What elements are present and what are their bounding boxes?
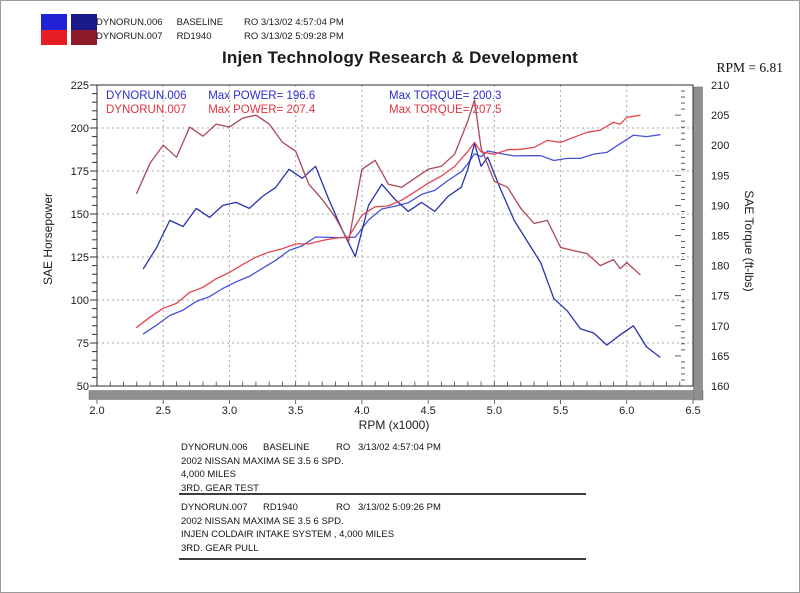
legend-run-2-timestamp: RO 3/13/02 5:09:28 PM [244, 31, 344, 42]
y-left-tick-label: 200 [71, 123, 89, 135]
y-left-tick-label: 125 [71, 252, 89, 264]
run1-info-name: DYNORUN.006 [181, 442, 248, 453]
run2-info-timestamp: 3/13/02 5:09:26 PM [358, 502, 441, 513]
page-title: Injen Technology Research & Development [221, 48, 579, 67]
y-axis-right-title: SAE Torque (ft-lbs) [742, 190, 756, 292]
legend-run-1-label: BASELINE [176, 17, 224, 28]
y-left-tick-label: 100 [71, 295, 89, 307]
run1-info-label: BASELINE [263, 442, 310, 453]
horizontal-scrollbar[interactable] [88, 390, 704, 400]
run1-color-swatch [41, 14, 67, 45]
y-right-tick-label: 185 [711, 231, 729, 243]
run2-max-annotation: DYNORUN.007 Max POWER= 207.4 Max TORQUE=… [106, 104, 501, 116]
run1-info-operator: RO [336, 442, 351, 453]
y-right-tick-label: 190 [711, 200, 729, 212]
y-left-tick-label: 225 [71, 80, 89, 92]
y-left-tick-label: 50 [77, 381, 89, 393]
y-right-tick-label: 175 [711, 291, 729, 303]
rpm-cursor-readout: RPM = 6.81 [716, 60, 783, 75]
run2-info-name: DYNORUN.007 [181, 502, 248, 513]
x-tick-label: 4.5 [420, 405, 435, 417]
run1-info-vehicle: 2002 NISSAN MAXIMA SE 3.5 6 SPD. [181, 455, 344, 467]
run2-torque-color [71, 29, 97, 45]
legend-run-2: DYNORUN.007 RD1940 [96, 30, 223, 44]
run1-info-miles: 4,000 MILES [181, 469, 236, 480]
run2-info-label: RD1940 [263, 502, 298, 513]
run2-color-swatch [71, 14, 97, 45]
x-tick-label: 2.0 [89, 405, 104, 417]
x-tick-label: 4.0 [354, 405, 369, 417]
vertical-scrollbar[interactable] [693, 86, 703, 401]
legend-run-1: DYNORUN.006 BASELINE [96, 16, 223, 30]
y-right-tick-label: 210 [711, 80, 729, 92]
legend-run-list: DYNORUN.006 BASELINE DYNORUN.007 RD1940 [96, 16, 223, 44]
y-left-tick-label: 75 [77, 338, 89, 350]
run1-info-block: DYNORUN.006 BASELINE RO 3/13/02 4:57:04 PM … [181, 441, 441, 495]
legend-run-2-label: RD1940 [176, 31, 212, 42]
x-tick-label: 3.0 [222, 405, 237, 417]
run1-power-color [41, 14, 67, 30]
curve-dynorun-007-torque [136, 99, 641, 276]
y-right-tick-label: 180 [711, 261, 729, 273]
run2-info-intake: INJEN COLDAIR INTAKE SYSTEM , 4,000 MILE… [181, 529, 395, 540]
legend-run-1-timestamp: RO 3/13/02 4:57:04 PM [244, 17, 344, 28]
y-right-tick-label: 200 [711, 140, 729, 152]
y-right-tick-label: 160 [711, 381, 729, 393]
run1-info-header: DYNORUN.006 BASELINE RO 3/13/02 4:57:04 PM [181, 441, 441, 455]
run1-torque-color [41, 29, 67, 45]
y-axis-left-title: SAE Horsepower [41, 192, 55, 286]
x-tick-label: 5.5 [553, 405, 568, 417]
separator-line-2 [179, 558, 586, 560]
x-tick-label: 3.5 [288, 405, 303, 417]
curve-dynorun-006-power [142, 134, 661, 335]
run2-info-test: 3RD. GEAR PULL [181, 542, 259, 554]
legend-timestamps: RO 3/13/02 4:57:04 PM RO 3/13/02 5:09:28… [244, 16, 344, 44]
y-left-tick-label: 175 [71, 166, 89, 178]
y-right-tick-label: 205 [711, 110, 729, 122]
run2-info-header: DYNORUN.007 RD1940 RO 3/13/02 5:09:26 PM [181, 501, 441, 515]
x-tick-label: 5.0 [487, 405, 502, 417]
y-right-tick-label: 170 [711, 321, 729, 333]
run2-info-operator: RO [336, 502, 351, 513]
curve-dynorun-007-power [136, 114, 641, 328]
curve-dynorun-006-torque [142, 142, 661, 358]
y-left-tick-label: 150 [71, 209, 89, 221]
run1-annotation-name: DYNORUN.006 [106, 90, 187, 102]
legend-run-2-name: DYNORUN.007 [96, 31, 163, 42]
run1-max-power: Max POWER= 196.6 [208, 90, 316, 102]
run2-power-color [71, 14, 97, 30]
run1-max-annotation: DYNORUN.006 Max POWER= 196.6 Max TORQUE=… [106, 90, 501, 102]
run1-info-timestamp: 3/13/02 4:57:04 PM [358, 442, 441, 453]
run2-max-torque: Max TORQUE= 207.5 [389, 104, 502, 116]
x-axis-title: RPM (x1000) [358, 418, 430, 432]
separator-line-1 [179, 493, 586, 495]
x-tick-label: 6.5 [685, 405, 700, 417]
run-color-legend [41, 14, 97, 45]
run2-max-power: Max POWER= 207.4 [208, 104, 316, 116]
plot-frame [96, 84, 694, 387]
run1-info-test: 3RD. GEAR TEST [181, 482, 259, 494]
run2-info-vehicle: 2002 NISSAN MAXIMA SE 3.5 6 SPD. [181, 515, 344, 527]
run2-annotation-name: DYNORUN.007 [106, 104, 187, 116]
run2-info-block: DYNORUN.007 RD1940 RO 3/13/02 5:09:26 PM 20… [181, 501, 441, 555]
run1-max-torque: Max TORQUE= 200.3 [389, 90, 502, 102]
legend-run-1-name: DYNORUN.006 [96, 17, 163, 28]
y-right-tick-label: 195 [711, 170, 729, 182]
x-tick-label: 2.5 [156, 405, 171, 417]
x-tick-label: 6.0 [619, 405, 634, 417]
y-right-tick-label: 165 [711, 351, 729, 363]
